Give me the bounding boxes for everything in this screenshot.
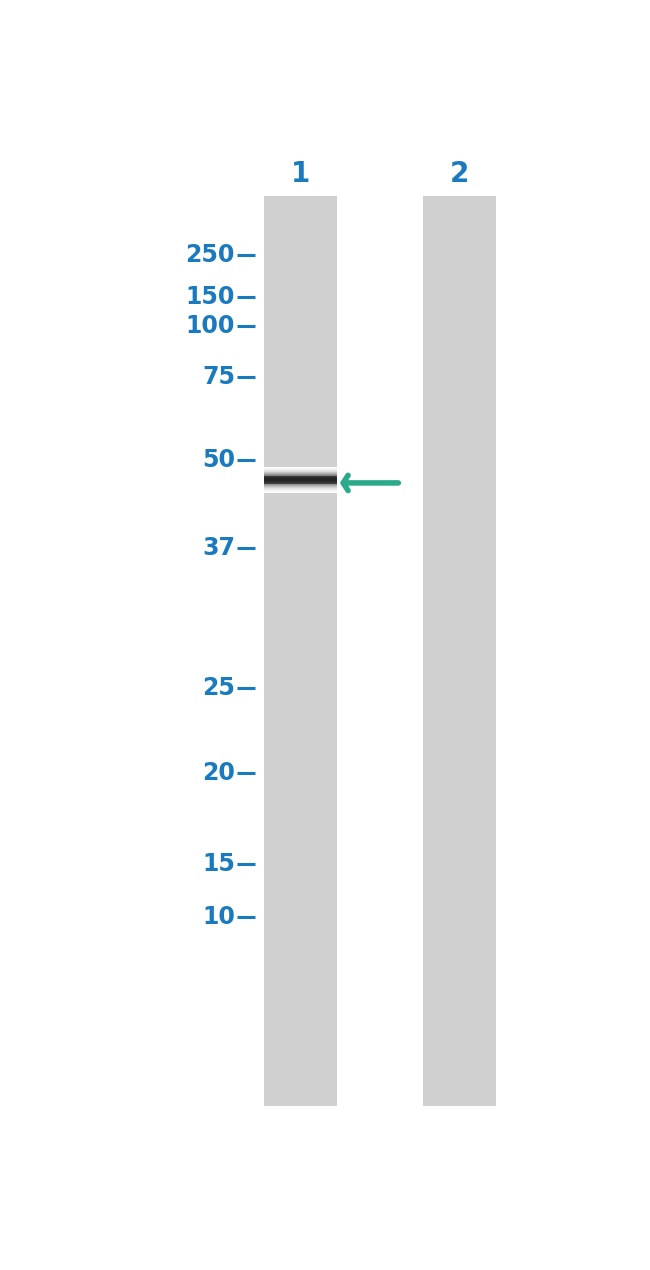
Bar bbox=[264, 476, 337, 484]
Text: 10: 10 bbox=[202, 906, 235, 930]
Text: 1: 1 bbox=[291, 160, 310, 188]
Bar bbox=[264, 197, 337, 1106]
Text: 100: 100 bbox=[185, 315, 235, 339]
Text: 150: 150 bbox=[185, 286, 235, 309]
Text: 250: 250 bbox=[185, 243, 235, 267]
Text: 2: 2 bbox=[449, 160, 469, 188]
Bar bbox=[422, 197, 495, 1106]
Text: 37: 37 bbox=[202, 536, 235, 560]
Text: 25: 25 bbox=[202, 677, 235, 700]
Text: 15: 15 bbox=[202, 852, 235, 876]
Text: 75: 75 bbox=[202, 366, 235, 390]
Text: 50: 50 bbox=[202, 448, 235, 472]
Text: 20: 20 bbox=[202, 762, 235, 785]
